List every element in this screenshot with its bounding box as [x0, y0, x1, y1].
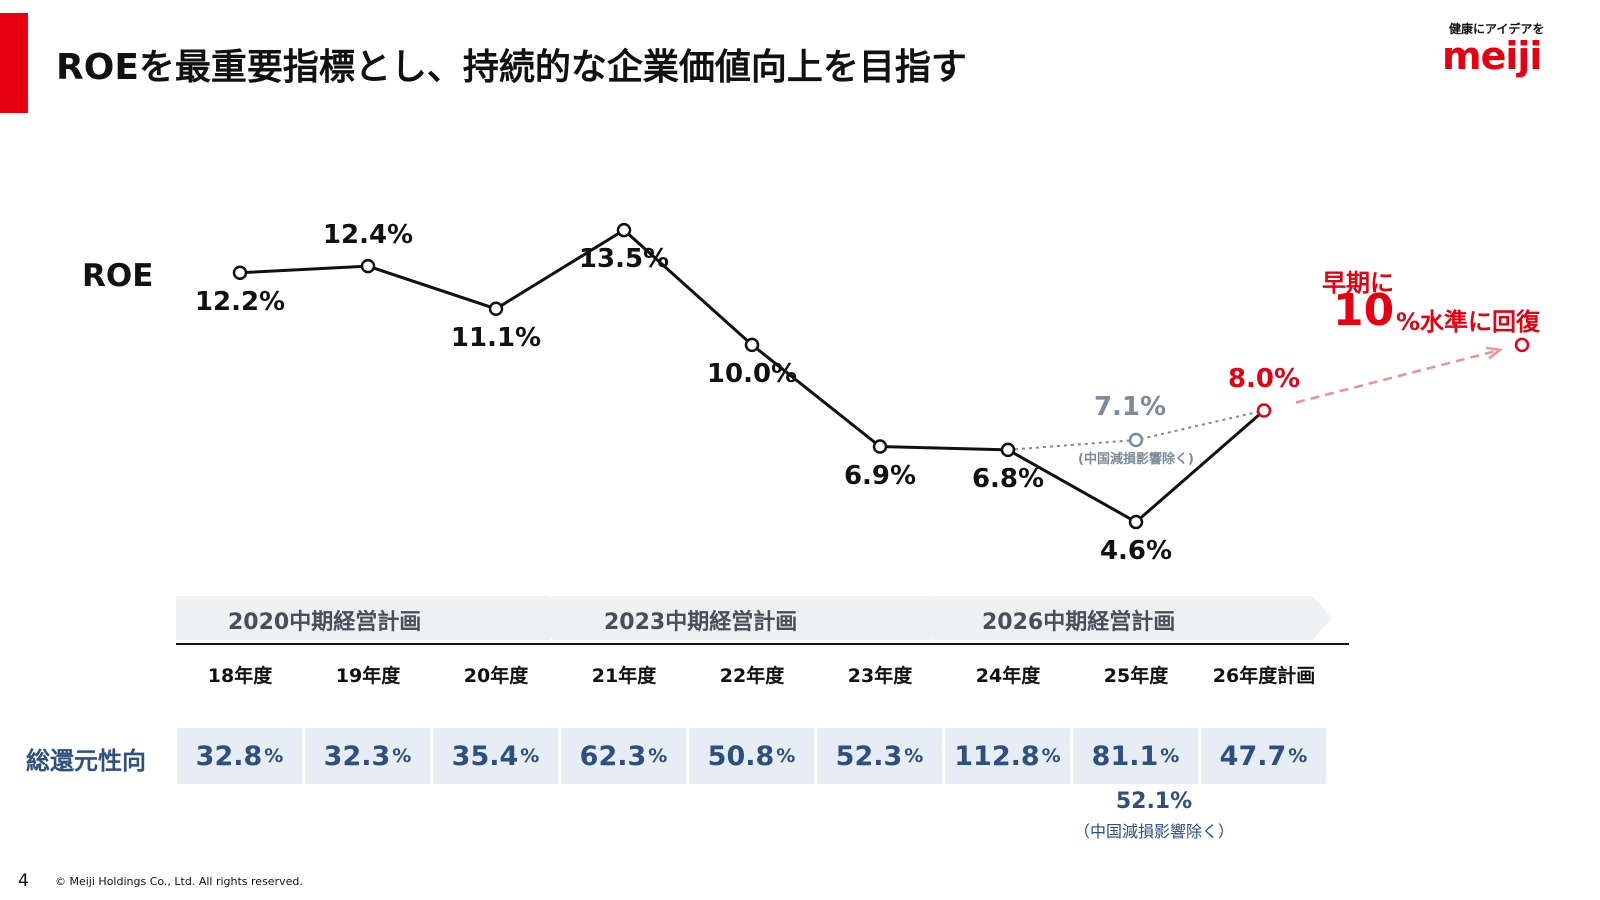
roe-value-label: 13.5%	[578, 244, 670, 275]
plan-label-2023: 2023中期経営計画	[604, 610, 798, 635]
payout-ratio-value: 47.7	[1219, 740, 1287, 772]
year-label: 19年度	[335, 665, 401, 687]
plan-label-2026: 2026中期経営計画	[982, 610, 1176, 635]
payout-ratio-value: 112.8	[954, 740, 1040, 772]
meiji-logo: meiji	[1442, 34, 1542, 78]
target-text-line1: 早期に	[1322, 269, 1394, 297]
payout-ratio-cell: 32.3%	[305, 728, 430, 784]
roe-excl-impairment-point	[1128, 432, 1144, 448]
year-label: 18年度	[207, 665, 273, 687]
page-number: 4	[18, 871, 29, 891]
payout-ratio-value: 62.3	[579, 740, 647, 772]
title-accent-bar	[0, 13, 28, 113]
roe-axis-label: ROE	[82, 258, 154, 294]
plan-band-2023	[552, 596, 950, 640]
target-value: 10	[1333, 285, 1395, 336]
payout-ratio-value: 35.4	[451, 740, 519, 772]
target-arrow-line	[1295, 348, 1501, 404]
year-label: 21年度	[591, 665, 657, 687]
year-label: 20年度	[463, 665, 529, 687]
payout-ratio-unit: %	[648, 745, 668, 767]
page-title: ROEを最重要指標とし、持続的な企業価値向上を目指す	[56, 47, 967, 88]
payout-ratio-unit: %	[520, 745, 540, 767]
payout-ratio-unit: %	[1288, 745, 1308, 767]
year-label: 22年度	[719, 665, 785, 687]
payout-ratio-value: 32.3	[323, 740, 391, 772]
roe-point-7	[1128, 514, 1144, 530]
payout-ratio-cell: 35.4%	[433, 728, 558, 784]
year-label: 23年度	[847, 665, 913, 687]
roe-point-4	[744, 337, 760, 353]
roe-value-label: 6.9%	[843, 460, 917, 491]
roe-value-label: 10.0%	[706, 358, 798, 389]
roe-point-3	[616, 222, 632, 238]
payout-ratio-cell: 32.8%	[177, 728, 302, 784]
payout-ratio-cell: 47.7%	[1201, 728, 1326, 784]
payout-ratio-cell: 50.8%	[689, 728, 814, 784]
plan-band-2020	[176, 596, 570, 640]
payout-ratio-unit: %	[1160, 745, 1180, 767]
target-text-rest: %水準に回復	[1396, 308, 1541, 336]
payout-ratio-unit: %	[776, 745, 796, 767]
payout-ratio-unit: %	[1041, 745, 1061, 767]
roe-point-0	[232, 265, 248, 280]
roe-value-label: 12.4%	[322, 220, 414, 251]
roe-point-1	[360, 258, 376, 274]
table-divider	[176, 643, 1349, 645]
brand-tagline: 健康にアイデアを	[1449, 22, 1545, 36]
payout-ratio-value: 81.1	[1091, 740, 1159, 772]
payout-ratio-value: 50.8	[707, 740, 775, 772]
roe-point-8	[1256, 403, 1272, 418]
plan-band-2026	[932, 596, 1332, 640]
copyright: © Meiji Holdings Co., Ltd. All rights re…	[55, 875, 303, 888]
payout-ratio-cell: 81.1%	[1073, 728, 1198, 784]
roe-point-5	[872, 439, 888, 454]
roe-point-2	[488, 301, 504, 317]
roe-value-label: 12.2%	[194, 286, 286, 317]
payout-ratio-heading: 総還元性向	[26, 747, 146, 775]
target-point	[1514, 337, 1530, 353]
roe-value-label: 8.0%	[1227, 364, 1301, 395]
year-label: 24年度	[975, 665, 1041, 687]
payout-ratio-cell: 112.8%	[945, 728, 1070, 784]
roe-value-label: 6.8%	[971, 463, 1045, 494]
plan-label-2020: 2020中期経営計画	[228, 610, 422, 635]
year-label: 26年度計画	[1212, 665, 1316, 687]
payout-ratio-value: 32.8	[195, 740, 263, 772]
roe-point-6	[1000, 442, 1016, 458]
target-arrow-head	[1485, 346, 1504, 360]
roe-value-label: 4.6%	[1099, 536, 1173, 566]
payout-ratio-cell: 62.3%	[561, 728, 686, 784]
payout-ratio-value: 52.3	[835, 740, 903, 772]
roe-excl-impairment-note: (中国減損影響除く)	[1078, 452, 1194, 467]
roe-excl-impairment-label: 7.1%	[1093, 392, 1167, 422]
payout-alt-note: （中国減損影響除く）	[1073, 822, 1235, 841]
roe-value-label: 11.1%	[450, 322, 542, 353]
chart-points	[232, 222, 1530, 530]
payout-alt-value: 52.1%	[1115, 789, 1193, 814]
year-label: 25年度	[1103, 665, 1169, 687]
payout-ratio-unit: %	[904, 745, 924, 767]
payout-ratio-unit: %	[392, 745, 412, 767]
payout-ratio-cell: 52.3%	[817, 728, 942, 784]
payout-ratio-unit: %	[264, 745, 284, 767]
